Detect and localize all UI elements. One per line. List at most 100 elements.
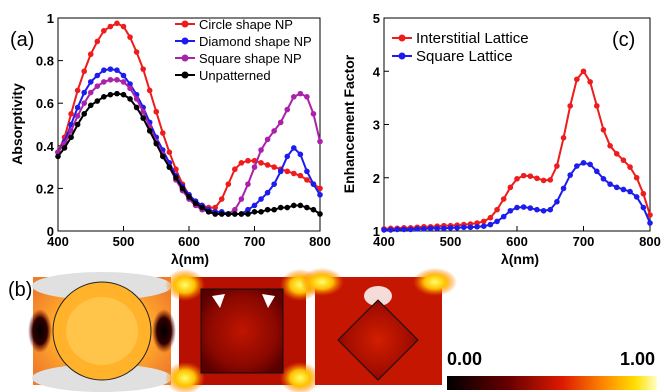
data-point [101,27,107,34]
data-point [297,151,304,158]
y-axis-label-c: Enhancement Factor [341,54,357,193]
y-tick-label-c: 2 [373,171,380,186]
data-point [633,174,640,181]
data-point [527,173,534,179]
data-point [87,89,94,96]
data-point [627,188,633,195]
data-point [647,212,653,218]
data-point [68,128,74,134]
data-point [613,184,620,191]
data-point [381,227,387,233]
data-point [394,226,401,233]
data-point [55,153,61,160]
y-tick-label-c: 4 [373,64,381,79]
x-axis-label-a: λ(nm) [171,251,209,267]
data-point [264,206,271,213]
data-point [271,181,277,187]
data-point [401,226,407,233]
data-point [232,166,238,173]
data-point [317,191,323,198]
data-point [271,206,277,213]
data-point [120,23,127,30]
data-point [297,90,304,97]
data-point [74,121,81,128]
field-map-diamond [300,268,457,385]
colorbar-gradient [447,376,657,390]
data-point [120,91,127,98]
data-point [166,149,173,155]
data-point [127,96,133,102]
data-point [534,175,540,182]
data-point [186,194,192,200]
data-point [500,213,507,220]
y-axis-label-a: Absorptivity [9,83,25,165]
data-point [297,202,304,209]
data-point [160,153,166,160]
data-point [560,135,567,141]
data-point [304,204,310,211]
data-point [107,66,114,72]
data-point [304,168,310,175]
data-point [127,85,133,92]
data-point [68,111,74,117]
x-tick-label-a: 400 [47,234,69,249]
data-point [173,166,179,173]
data-point [633,194,640,200]
data-point [264,162,271,168]
data-point [474,223,480,230]
data-point [514,176,520,182]
data-point [317,211,323,217]
data-point [494,218,500,225]
data-point [580,160,587,166]
data-point [284,106,291,113]
chart-a: Absorptivity λ(nm) 400 500 600 700 800 0 0.2 0.… [9,11,331,267]
legend-label: Square Lattice [416,48,513,65]
data-point [480,223,487,230]
data-point [87,51,94,58]
data-point [87,79,94,85]
data-point [133,96,140,102]
data-point [441,225,447,232]
legend-marker [181,54,189,62]
legend-marker [398,52,406,60]
series-line-c-1 [384,161,651,231]
data-point [140,115,146,121]
data-point [114,20,120,27]
data-point [238,196,245,202]
data-point [245,181,251,187]
data-point [317,138,323,145]
data-point [245,211,251,217]
data-point [258,209,264,215]
data-point [114,90,120,97]
data-point [607,143,613,149]
data-point [317,185,323,192]
data-point [173,174,179,181]
data-point [600,176,607,182]
data-point [238,160,245,166]
data-point [218,211,225,217]
data-point [251,202,258,209]
data-point [114,67,120,73]
data-point [421,226,427,232]
y-tick-label-a: 0.8 [36,54,54,69]
data-point [560,185,567,192]
data-point [304,94,310,100]
data-point [277,119,284,126]
data-point [251,164,258,170]
data-point [507,184,514,191]
panel-b-label: (b) [8,279,32,301]
data-point [554,198,560,205]
x-axis-label-c: λ(nm) [501,251,539,267]
legend-label: Interstitial Lattice [416,30,529,47]
data-point [120,79,127,85]
data-point [245,206,251,213]
data-point [291,94,297,100]
data-point [153,108,160,115]
data-point [179,185,186,192]
data-point [74,113,81,119]
data-point [304,177,310,183]
y-tick-label-c: 5 [373,11,380,26]
y-tick-label-c: 3 [373,118,380,133]
data-point [107,91,114,98]
